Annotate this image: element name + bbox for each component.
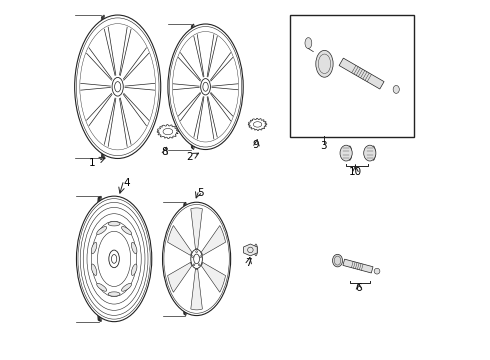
Polygon shape [201, 262, 225, 292]
Text: 1: 1 [89, 158, 96, 168]
Polygon shape [244, 244, 257, 256]
Ellipse shape [131, 242, 137, 254]
Polygon shape [201, 225, 225, 256]
Ellipse shape [254, 244, 257, 256]
Ellipse shape [305, 37, 312, 49]
Polygon shape [191, 269, 202, 310]
Ellipse shape [203, 82, 208, 91]
Text: 10: 10 [349, 167, 362, 177]
Ellipse shape [111, 255, 117, 263]
Circle shape [198, 264, 200, 266]
Ellipse shape [112, 77, 123, 96]
Ellipse shape [333, 254, 343, 267]
Ellipse shape [131, 264, 137, 275]
Ellipse shape [253, 122, 262, 127]
Text: 7: 7 [245, 258, 252, 268]
Ellipse shape [91, 242, 97, 254]
Circle shape [192, 256, 194, 257]
Text: 5: 5 [197, 188, 203, 198]
Ellipse shape [122, 283, 131, 291]
Text: 8: 8 [161, 147, 168, 157]
Ellipse shape [122, 226, 131, 234]
Ellipse shape [163, 129, 173, 135]
Circle shape [193, 264, 195, 266]
Bar [290, 15, 414, 137]
Ellipse shape [340, 145, 352, 161]
Ellipse shape [163, 202, 231, 316]
Ellipse shape [97, 283, 107, 291]
Circle shape [200, 256, 201, 257]
Text: 9: 9 [252, 140, 259, 150]
Ellipse shape [191, 249, 202, 269]
Ellipse shape [348, 146, 352, 160]
Polygon shape [157, 125, 179, 139]
Ellipse shape [76, 196, 152, 321]
Ellipse shape [108, 292, 120, 296]
Polygon shape [168, 225, 192, 256]
Ellipse shape [374, 268, 380, 274]
Ellipse shape [74, 15, 161, 158]
Ellipse shape [108, 221, 120, 226]
Circle shape [196, 251, 197, 252]
Ellipse shape [91, 264, 97, 275]
Polygon shape [248, 118, 267, 130]
Ellipse shape [364, 145, 376, 161]
Text: 6: 6 [356, 283, 362, 293]
Ellipse shape [316, 50, 333, 77]
Ellipse shape [393, 85, 399, 93]
Text: 4: 4 [123, 177, 130, 188]
Polygon shape [191, 208, 202, 248]
Ellipse shape [371, 146, 375, 160]
Ellipse shape [97, 226, 107, 234]
Ellipse shape [168, 24, 243, 149]
Polygon shape [343, 259, 373, 273]
Polygon shape [168, 262, 192, 292]
Ellipse shape [201, 78, 210, 95]
Text: 2: 2 [186, 152, 193, 162]
Ellipse shape [109, 250, 120, 268]
Polygon shape [339, 58, 384, 89]
Ellipse shape [115, 82, 121, 92]
Text: 3: 3 [320, 141, 327, 151]
